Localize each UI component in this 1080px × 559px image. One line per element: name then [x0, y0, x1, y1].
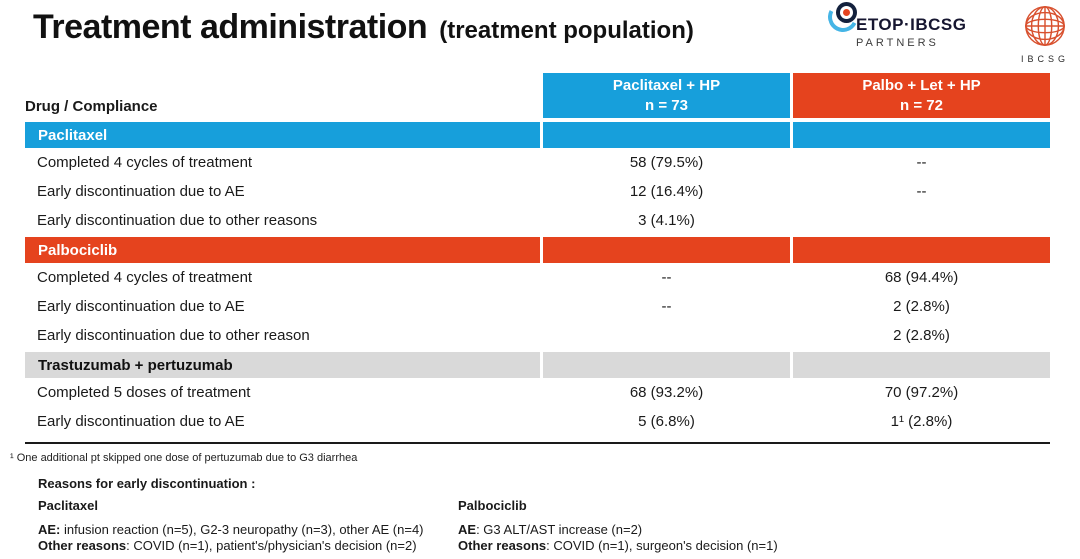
other-label: Other reasons: [458, 538, 547, 553]
row-label: Early discontinuation due to AE: [37, 413, 245, 430]
reasons-heading: Reasons for early discontinuation :: [38, 476, 256, 491]
etop-logo-name: ETOP·IBCSG: [856, 15, 967, 34]
section-band-paclitaxel: Paclitaxel: [25, 122, 540, 148]
section-band-fill: [793, 237, 1050, 263]
reasons-palbociclib-ae-line: AE: G3 ALT/AST increase (n=2): [458, 522, 778, 538]
column-header-paclitaxel-hp: Paclitaxel + HP n = 73: [543, 73, 790, 118]
reasons-paclitaxel: Paclitaxel AE: infusion reaction (n=5), …: [38, 498, 424, 554]
section-band-fill: [543, 352, 790, 378]
table-cell: 68 (93.2%): [629, 384, 704, 401]
footnote: ¹ One additional pt skipped one dose of …: [10, 452, 358, 464]
row-label: Early discontinuation due to other reaso…: [37, 327, 310, 344]
section-band-fill: [793, 122, 1050, 148]
table-cell: 68 (94.4%): [884, 269, 959, 286]
other-text: : COVID (n=1), surgeon's decision (n=1): [546, 538, 778, 553]
table-cell: --: [916, 183, 927, 200]
column-n: n = 72: [900, 96, 943, 114]
table-cell: 58 (79.5%): [629, 154, 704, 171]
etop-ibcsg-partners-logo: ETOP·IBCSG PARTNERS: [824, 0, 1003, 56]
etop-icon-ring-inner: [840, 6, 853, 19]
table-cell: 70 (97.2%): [884, 384, 959, 401]
reasons-paclitaxel-other-line: Other reasons: COVID (n=1), patient's/ph…: [38, 538, 424, 554]
other-text: : COVID (n=1), patient's/physician's dec…: [126, 538, 417, 553]
etop-logo-text: ETOP·IBCSG PARTNERS: [856, 15, 966, 49]
table-cell: [543, 321, 790, 350]
ibcsg-logo-label: IBCSG: [1020, 54, 1069, 64]
treatment-table: Drug / Compliance Paclitaxel + HP n = 73…: [25, 73, 1050, 444]
globe-icon: [1025, 6, 1065, 46]
section-band-fill: [543, 122, 790, 148]
section-band-fill: [543, 237, 790, 263]
etop-icon-ring: [836, 2, 857, 23]
row-label: Completed 5 doses of treatment: [37, 384, 251, 401]
column-header-palbo-let-hp: Palbo + Let + HP n = 72: [793, 73, 1050, 118]
reasons-palbociclib: Palbociclib AE: G3 ALT/AST increase (n=2…: [458, 498, 778, 554]
column-label: Palbo + Let + HP: [862, 76, 981, 94]
row-label: Completed 4 cycles of treatment: [37, 154, 253, 171]
table-cell: 2 (2.8%): [893, 327, 950, 344]
section-band-fill: [793, 352, 1050, 378]
column-label: Paclitaxel + HP: [612, 76, 721, 94]
row-label: Early discontinuation due to other reaso…: [37, 212, 318, 229]
page-title: Treatment administration (treatment popu…: [33, 8, 694, 47]
ibcsg-logo: IBCSG: [1016, 3, 1074, 64]
section-band-palbociclib: Palbociclib: [25, 237, 540, 263]
row-label: Completed 4 cycles of treatment: [37, 269, 253, 286]
drug-compliance-header: Drug / Compliance: [25, 98, 158, 115]
title-main: Treatment administration: [33, 8, 428, 46]
table-cell: 3 (4.1%): [638, 212, 695, 229]
reasons-paclitaxel-ae-line: AE: infusion reaction (n=5), G2-3 neurop…: [38, 522, 424, 538]
table-cell: 1¹ (2.8%): [890, 413, 953, 430]
reasons-palbociclib-title: Palbociclib: [458, 498, 527, 513]
etop-target-icon: [824, 0, 862, 36]
row-label: Early discontinuation due to AE: [37, 183, 245, 200]
ae-text: : G3 ALT/AST increase (n=2): [476, 522, 643, 537]
table-cell: 12 (16.4%): [629, 183, 704, 200]
table-cell: 2 (2.8%): [893, 298, 950, 315]
table-bottom-rule: [25, 442, 1050, 444]
etop-icon-dot: [843, 9, 850, 16]
table-cell: --: [661, 269, 672, 286]
other-label: Other reasons: [38, 538, 127, 553]
ae-label: AE:: [38, 522, 61, 537]
ae-text: infusion reaction (n=5), G2-3 neuropathy…: [60, 522, 424, 537]
table-cell: [793, 206, 1050, 235]
reasons-palbociclib-other-line: Other reasons: COVID (n=1), surgeon's de…: [458, 538, 778, 554]
title-subtitle: (treatment population): [439, 17, 694, 44]
etop-logo-subname: PARTNERS: [856, 37, 939, 49]
ae-label: AE: [458, 522, 477, 537]
row-label: Early discontinuation due to AE: [37, 298, 245, 315]
table-cell: --: [916, 154, 927, 171]
column-n: n = 73: [645, 96, 688, 114]
section-band-trastuzumab-pertuzumab: Trastuzumab + pertuzumab: [25, 352, 540, 378]
reasons-paclitaxel-title: Paclitaxel: [38, 498, 98, 513]
table-cell: --: [661, 298, 672, 315]
table-cell: 5 (6.8%): [638, 413, 695, 430]
